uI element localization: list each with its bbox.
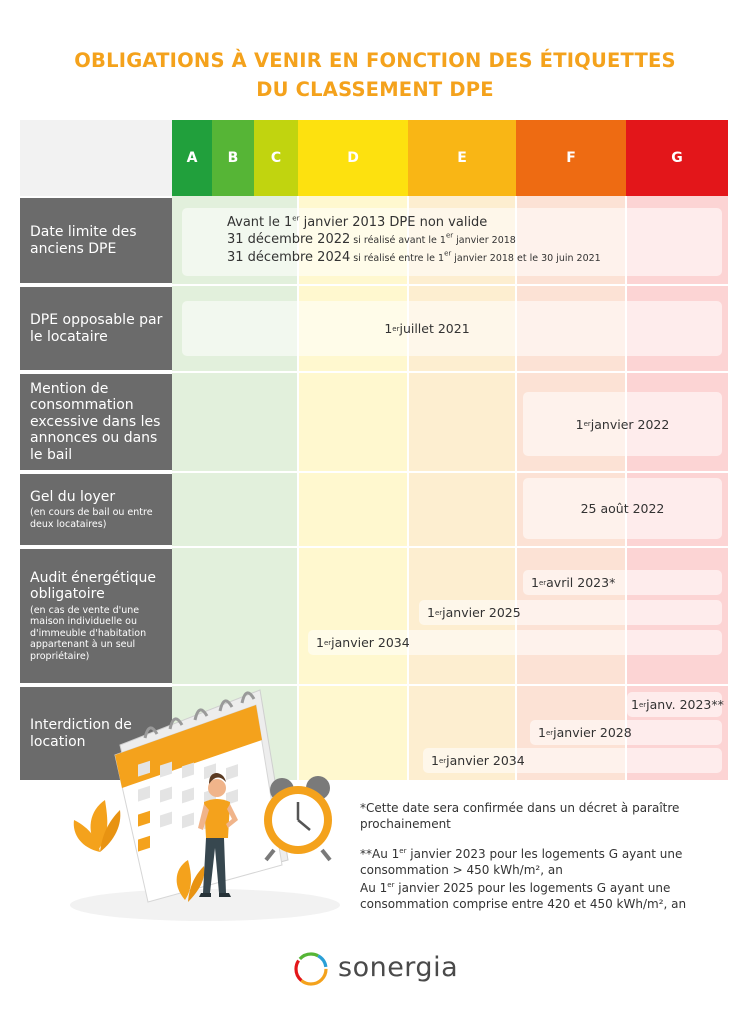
row-label-text: Audit énergétique obligatoire <box>30 569 157 603</box>
class-header-f: F <box>516 120 626 196</box>
text-part: 31 décembre 2022 <box>227 232 351 247</box>
class-e-label: E <box>457 150 467 166</box>
row-label-text: Mention de consommation excessive dans l… <box>30 380 161 463</box>
anciens-dpe-line-1: Avant le 1er janvier 2013 DPE non valide <box>227 214 722 231</box>
text-part: 1 <box>631 697 639 712</box>
text-part: janvier 2025 pour les logements G ayant … <box>360 881 687 911</box>
text-part: 1 <box>575 416 584 432</box>
row-label-text: DPE opposable par le locataire <box>30 312 163 345</box>
column-divider <box>515 196 517 780</box>
text-part: 1 <box>384 321 393 336</box>
superscript: er <box>292 214 300 223</box>
row-label-text: Interdiction de location <box>30 717 132 750</box>
superscript: er <box>444 249 452 258</box>
text-part: janvier 2018 <box>453 235 516 246</box>
page-title: OBLIGATIONS À VENIR EN FONCTION DES ÉTIQ… <box>0 46 750 104</box>
class-header-b: B <box>212 120 254 196</box>
row-label-text: Date limite des anciens DPE <box>30 224 137 257</box>
superscript: er <box>387 881 395 889</box>
text-part: avril 2023* <box>546 575 616 590</box>
text-part: 1 <box>538 725 546 740</box>
class-header-a: A <box>172 120 212 196</box>
text-part: **Au 1 <box>360 847 400 861</box>
row-label-audit-energetique: Audit énergétique obligatoire (en cas de… <box>20 549 172 683</box>
anciens-dpe-dates: Avant le 1er janvier 2013 DPE non valide… <box>182 208 722 276</box>
text-part: janvier 2034 <box>331 635 410 650</box>
column-bg-e <box>408 196 516 780</box>
text-part: 1 <box>531 575 539 590</box>
text-part: janv. 2023** <box>646 697 724 712</box>
text-part: janvier 2018 et le 30 juin 2021 <box>451 253 601 264</box>
row-label-text: Gel du loyer <box>30 488 116 505</box>
text-part: janvier 2023 pour les logements G ayant … <box>360 847 683 877</box>
class-header-e: E <box>408 120 516 196</box>
calendar-illustration <box>70 689 340 921</box>
row-label-mention-consommation: Mention de consommation excessive dans l… <box>20 374 172 470</box>
column-bg-d <box>298 196 408 780</box>
row-divider <box>172 546 728 548</box>
text-part: juillet 2021 <box>399 321 470 336</box>
row-divider <box>172 471 728 473</box>
footnote-2: **Au 1er janvier 2023 pour les logements… <box>360 846 735 878</box>
gel-loyer-date: 25 août 2022 <box>523 478 722 539</box>
row-divider <box>172 684 728 686</box>
text-part: Au 1 <box>360 881 388 895</box>
class-b-label: B <box>227 150 239 166</box>
superscript: er <box>445 231 454 240</box>
text-part: janvier 2025 <box>442 605 521 620</box>
text-part: janvier 2028 <box>553 725 632 740</box>
mention-consommation-date: 1 er janvier 2022 <box>523 392 722 456</box>
class-header-c: C <box>254 120 298 196</box>
text-part: si réalisé avant le 1 <box>350 235 446 246</box>
row-label-gel-loyer: Gel du loyer (en cours de bail ou entre … <box>20 474 172 545</box>
footnote-1: *Cette date sera confirmée dans un décre… <box>360 801 680 831</box>
superscript: er <box>399 847 407 855</box>
header-blank-cell <box>20 120 172 196</box>
class-header-d: D <box>298 120 408 196</box>
text-part: 1 <box>427 605 435 620</box>
row-label-dpe-opposable: DPE opposable par le locataire <box>20 287 172 370</box>
column-divider <box>297 196 299 780</box>
audit-date-g: 1 er avril 2023* <box>523 570 722 595</box>
row-divider <box>172 371 728 373</box>
class-header-g: G <box>626 120 728 196</box>
text-part: 31 décembre 2024 <box>227 250 351 265</box>
row-divider <box>172 284 728 286</box>
text-part: 1 <box>431 753 439 768</box>
class-g-label: G <box>671 150 683 166</box>
audit-date-e: 1 er janvier 2025 <box>419 600 722 625</box>
text-part: janvier 2013 DPE non valide <box>299 215 488 230</box>
title-line-1: OBLIGATIONS À VENIR EN FONCTION DES ÉTIQ… <box>74 49 676 72</box>
anciens-dpe-line-2: 31 décembre 2022 si réalisé avant le 1er… <box>227 231 722 249</box>
alarm-clock-icon <box>264 776 332 862</box>
brand-name: sonergia <box>338 952 459 983</box>
row-label-subtext: (en cas de vente d'une maison individuel… <box>30 604 147 662</box>
class-c-label: C <box>270 150 282 166</box>
person-icon <box>198 773 238 897</box>
text-part: si réalisé entre le 1 <box>350 253 445 264</box>
dpe-opposable-date: 1 er juillet 2021 <box>182 301 722 356</box>
interdiction-date-g: 1 er janv. 2023** <box>627 692 724 717</box>
class-a-label: A <box>186 150 198 166</box>
text-part: janvier 2034 <box>446 753 525 768</box>
column-bg-abc <box>172 196 298 780</box>
text-part: 1 <box>316 635 324 650</box>
text-part: janvier 2022 <box>590 416 670 432</box>
title-line-2: DU CLASSEMENT DPE <box>256 78 494 101</box>
interdiction-date-e: 1 er janvier 2034 <box>423 748 722 773</box>
text-part: Avant le 1 <box>227 215 293 230</box>
audit-date-d: 1 er janvier 2034 <box>308 630 722 655</box>
row-label-subtext: (en cours de bail ou entre deux locatair… <box>30 507 153 530</box>
class-d-label: D <box>347 150 359 166</box>
class-f-label: F <box>566 150 576 166</box>
interdiction-date-f: 1 er janvier 2028 <box>530 720 722 745</box>
sonergia-logo-icon <box>294 952 328 986</box>
footnote-3: Au 1er janvier 2025 pour les logements G… <box>360 880 735 912</box>
row-label-anciens-dpe: Date limite des anciens DPE <box>20 198 172 283</box>
anciens-dpe-line-3: 31 décembre 2024 si réalisé entre le 1er… <box>227 249 722 267</box>
column-divider <box>407 196 409 780</box>
